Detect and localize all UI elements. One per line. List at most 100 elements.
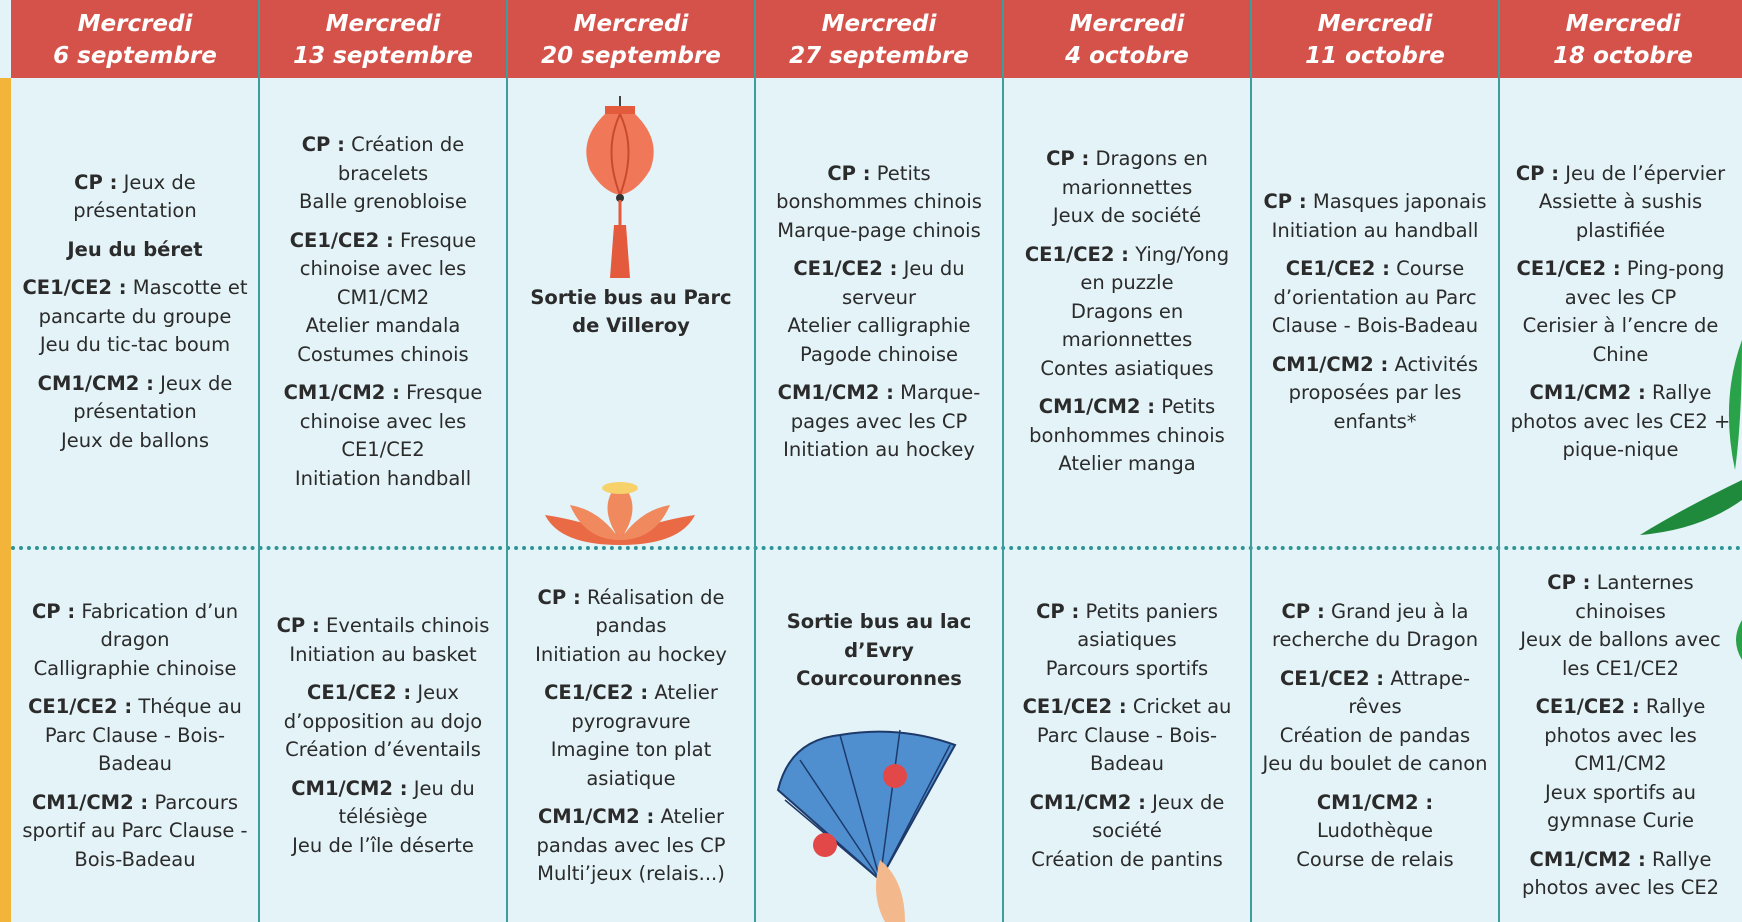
group-label: CP :	[74, 170, 118, 194]
activity: CM1/CM2 : Activités proposées par les en…	[1259, 351, 1491, 437]
group-label: CE1/CE2 :	[28, 695, 133, 719]
date: 18 octobre	[1553, 43, 1693, 69]
activity: CE1/CE2 : Cricket au Parc Clause - Bois-…	[1011, 693, 1243, 779]
group-label: CE1/CE2 :	[1024, 242, 1129, 266]
cell-bottom: CP : Grand jeu à la recherche du Dragon C…	[1251, 550, 1499, 922]
activity-line: Multi’jeux (relais...)	[537, 862, 725, 885]
activity-line: Rallye photos avec les CM1/CM2	[1544, 695, 1706, 776]
activity-line: Ying/Yong en puzzle	[1080, 242, 1230, 295]
column-separator	[1250, 0, 1252, 922]
cell-top: Sortie bus au Parc de Villeroy	[507, 78, 755, 546]
activity: CE1/CE2 : Théque au Parc Clause - Bois-B…	[19, 693, 251, 779]
activity-title: Jeu du béret	[67, 237, 203, 261]
activity-line: Atelier mandala	[305, 314, 461, 337]
group-label: CP :	[1547, 571, 1591, 595]
cell-bottom: CP : Eventails chinois Initiation au bask…	[259, 550, 507, 922]
column-header: Mercredi 27 septembre	[755, 4, 1003, 76]
activity-line: Jeu du boulet de canon	[1262, 752, 1488, 776]
cell-top: CP : Petits bonshommes chinois Marque-pag…	[755, 78, 1003, 546]
activity: CM1/CM2 : Fresque chinoise avec les CE1/…	[267, 379, 499, 493]
group-label: CP :	[1281, 599, 1325, 623]
activity-line: Création de pandas	[1279, 723, 1471, 747]
day: Mercredi	[1565, 11, 1681, 37]
cell-top: CP : Jeu de l’épervier Assiette à sushis …	[1499, 78, 1742, 546]
activity-line: Fabrication d’un dragon	[81, 599, 239, 652]
activity: CM1/CM2 : Atelier pandas avec les CP Mult…	[515, 803, 747, 889]
date: 13 septembre	[293, 43, 473, 69]
activity-line: Initiation au hockey	[535, 642, 727, 666]
activity-line: Jeu du serveur	[841, 257, 965, 309]
activity-line: Contes asiatiques	[1040, 356, 1214, 380]
date: 11 octobre	[1305, 43, 1445, 69]
activity-line: Marque-page chinois	[777, 218, 981, 242]
activity: CM1/CM2 : Rallye photos avec les CE2	[1507, 846, 1734, 903]
group-label: CE1/CE2 :	[289, 228, 394, 252]
activity-line: Marque-pages avec les CP	[790, 381, 981, 433]
activity-line: Atelier pyrogravure	[571, 681, 718, 733]
activity: CM1/CM2 : Marque-pages avec les CP Initia…	[763, 379, 995, 465]
activity-line: Création de bracelets	[337, 133, 465, 185]
activity-line: Jeu de l’île déserte	[292, 833, 474, 857]
activity: CM1/CM2 : Jeux de société Création de pan…	[1011, 789, 1243, 875]
activity-line: Théque au Parc Clause - Bois-Badeau	[44, 695, 242, 776]
leaves	[1640, 340, 1742, 660]
group-label: CM1/CM2 :	[1029, 790, 1146, 814]
activity: Sortie bus au lac d’Evry Courcouronnes	[763, 608, 995, 694]
activity: CM1/CM2 : Jeu du télésiège Jeu de l’île d…	[267, 775, 499, 861]
activity: CP : Grand jeu à la recherche du Dragon	[1259, 598, 1491, 655]
activity-line: Imagine ton plat asiatique	[550, 738, 712, 790]
activity: CE1/CE2 : Rallye photos avec les CM1/CM2…	[1507, 693, 1734, 836]
group-label: CM1/CM2 :	[1529, 381, 1646, 404]
activity: CP : Petits bonshommes chinois Marque-pag…	[763, 160, 995, 246]
activity-line: Petits bonhommes chinois	[1029, 395, 1225, 447]
group-label: CP :	[537, 585, 581, 609]
group-label: CM1/CM2 :	[291, 776, 408, 800]
group-label: CE1/CE2 :	[793, 257, 898, 280]
group-label: CP :	[1515, 161, 1560, 185]
activity: CP : Dragons en marionnettes Jeux de soci…	[1011, 145, 1243, 231]
activity-line: Atelier pandas avec les CP	[536, 805, 726, 857]
activity: CE1/CE2 : Ping-pong avec les CP Cerisier …	[1507, 255, 1734, 369]
activity-line: Jeux d’opposition au dojo	[283, 681, 483, 733]
column-header: Mercredi 6 septembre	[11, 4, 259, 76]
date: 6 septembre	[53, 43, 217, 69]
group-label: CP :	[301, 133, 345, 156]
activity-line: Dragons en marionnettes	[1061, 299, 1193, 352]
activity-line: Jeux de ballons avec les CE1/CE2	[1520, 628, 1721, 680]
cell-bottom: CP : Réalisation de pandas Initiation au …	[507, 550, 755, 922]
lotus	[545, 482, 695, 545]
activity-line: Initiation au basket	[289, 642, 477, 666]
activity-line: Masques japonais	[1312, 190, 1487, 213]
column-separator	[506, 0, 508, 922]
fan	[776, 729, 957, 922]
date: 4 octobre	[1065, 43, 1189, 69]
column-header: Mercredi 20 septembre	[507, 4, 755, 76]
activity: CE1/CE2 : Course d’orientation au Parc C…	[1259, 255, 1491, 341]
day: Mercredi	[325, 11, 441, 37]
activity-title: Sortie bus au Parc de Villeroy	[530, 285, 732, 338]
activity-line: Petits bonshommes chinois	[776, 161, 982, 214]
activity: CM1/CM2 : Ludothèque Course de relais	[1259, 789, 1491, 875]
activity: CE1/CE2 : Ying/Yong en puzzle Dragons en …	[1011, 241, 1243, 384]
activity-line: Réalisation de pandas	[586, 585, 725, 638]
activity-line: Parcours sportifs	[1045, 656, 1209, 680]
activity: Sortie bus au Parc de Villeroy	[515, 284, 747, 341]
group-label: CP :	[31, 599, 76, 623]
date: 27 septembre	[789, 43, 969, 69]
column-header: Mercredi 18 octobre	[1499, 4, 1742, 76]
date: 20 septembre	[541, 43, 721, 69]
activity: CP : Eventails chinois Initiation au bask…	[277, 612, 490, 669]
activity-line: Cricket au Parc Clause - Bois-Badeau	[1036, 695, 1232, 776]
activity-line: Assiette à sushis plastifiée	[1538, 190, 1703, 242]
column-header: Mercredi 4 octobre	[1003, 4, 1251, 76]
cell-bottom: CP : Fabrication d’un dragon Calligraphie…	[11, 550, 259, 922]
activity-line: Ludothèque	[1317, 819, 1433, 843]
activity: CE1/CE2 : Jeu du serveur Atelier calligra…	[763, 255, 995, 369]
group-label: CM1/CM2 :	[31, 790, 149, 814]
cell-bottom: CP : Lanternes chinoises Jeux de ballons …	[1499, 550, 1742, 922]
group-label: CP :	[827, 161, 871, 185]
day: Mercredi	[821, 11, 937, 37]
activity: CP : Réalisation de pandas Initiation au …	[515, 584, 747, 670]
group-label: CP :	[1046, 147, 1090, 171]
column-header: Mercredi 11 octobre	[1251, 4, 1499, 76]
